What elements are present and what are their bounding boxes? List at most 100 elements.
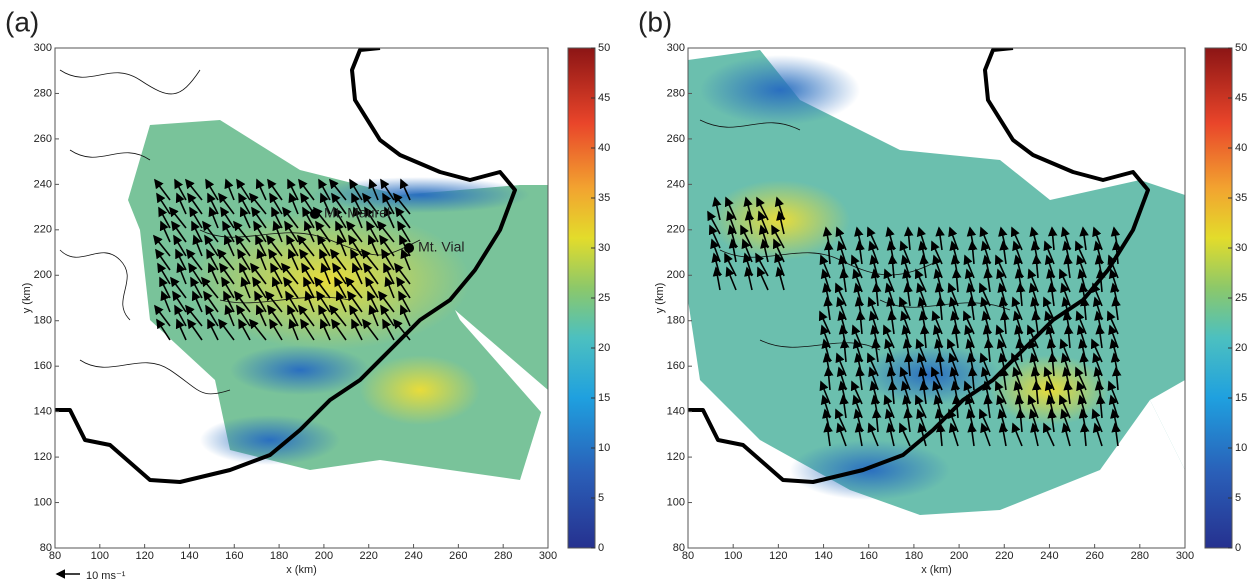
- wind-arrow: [1079, 352, 1089, 377]
- wind-arrow: [319, 318, 331, 341]
- wind-arrow: [839, 394, 849, 419]
- wind-arrow: [349, 304, 363, 327]
- wind-arrow: [1079, 296, 1090, 321]
- wind-arrow: [999, 366, 1009, 391]
- wind-arrow: [393, 318, 411, 341]
- wind-arrow: [839, 268, 849, 293]
- wind-arrow: [288, 192, 299, 215]
- colorbar-tick-label: 15: [598, 392, 610, 404]
- colorbar-tick-label: 20: [598, 342, 610, 354]
- wind-arrow: [220, 206, 235, 229]
- colorbar-tick-label: 10: [1235, 442, 1247, 454]
- y-axis-label: y (km): [654, 283, 666, 314]
- field-a: [55, 48, 548, 484]
- wind-arrow: [886, 422, 896, 447]
- wind-arrow: [983, 338, 994, 363]
- colorbar-tick-label: 0: [1235, 542, 1241, 554]
- wind-arrow: [999, 240, 1009, 265]
- wind-arrow: [903, 352, 914, 377]
- wind-arrow: [208, 206, 219, 229]
- x-tick-label: 140: [814, 550, 832, 562]
- wind-arrow: [983, 394, 993, 419]
- wind-arrow: [298, 304, 315, 327]
- wind-arrow: [288, 318, 299, 341]
- wind-arrow: [329, 304, 347, 327]
- wind-arrow: [935, 226, 945, 251]
- colorbar: [567, 47, 596, 549]
- wind-arrow: [154, 304, 171, 327]
- wind-arrow: [217, 248, 235, 271]
- colorbar-tick-label: 0: [598, 542, 604, 554]
- wind-arrow: [364, 206, 379, 229]
- wind-arrow: [382, 318, 395, 341]
- wind-arrow: [187, 318, 203, 341]
- x-tick-label: 300: [1176, 550, 1194, 562]
- y-tick-label: 200: [34, 269, 52, 281]
- wind-arrow: [159, 220, 171, 243]
- wind-arrow: [249, 192, 267, 215]
- wind-arrow: [395, 206, 411, 229]
- y-tick-label: 100: [34, 496, 52, 508]
- wind-arrow: [967, 296, 977, 321]
- wind-arrow: [176, 262, 187, 285]
- wind-arrow: [335, 290, 347, 313]
- x-tick-label: 280: [494, 550, 512, 562]
- x-tick-label: 80: [49, 550, 61, 562]
- y-tick-label: 160: [34, 360, 52, 372]
- wind-arrow: [331, 192, 347, 215]
- x-tick-label: 240: [1040, 550, 1058, 562]
- wind-arrow: [760, 238, 770, 263]
- y-tick-label: 120: [667, 451, 685, 463]
- wind-arrow: [867, 422, 879, 447]
- wind-arrow: [332, 262, 347, 285]
- wind-arrow: [823, 366, 834, 391]
- wind-arrow: [383, 206, 395, 229]
- wind-arrow: [399, 304, 411, 327]
- colorbar-tick-label: 5: [598, 492, 604, 504]
- wind-arrow: [744, 210, 755, 235]
- wind-arrow: [253, 220, 267, 243]
- wind-arrow: [224, 304, 235, 327]
- y-tick-label: 100: [667, 496, 685, 508]
- wind-arrow: [319, 192, 331, 215]
- colorbar-tick-label: 35: [1235, 192, 1247, 204]
- wind-arrow: [188, 262, 203, 285]
- wind-arrow: [871, 282, 882, 307]
- wind-arrow: [967, 422, 977, 447]
- wind-arrow: [948, 422, 959, 447]
- wind-arrow: [186, 248, 203, 271]
- colorbar-tick-label: 40: [1235, 142, 1247, 154]
- x-axis-label: x (km): [286, 564, 317, 576]
- wind-arrow: [170, 276, 187, 299]
- wind-arrow: [207, 318, 219, 341]
- wind-arrow: [317, 234, 331, 257]
- wind-arrow: [156, 318, 171, 341]
- wind-arrow: [367, 234, 379, 257]
- wind-arrow: [221, 276, 235, 299]
- wind-arrow: [917, 422, 927, 447]
- wind-arrow: [298, 178, 315, 201]
- wind-arrow: [169, 206, 187, 229]
- wind-arrow: [329, 178, 347, 201]
- wind-arrow: [223, 234, 235, 257]
- wind-arrow: [218, 192, 235, 215]
- wind-arrow: [345, 276, 363, 299]
- panel-label: (a): [5, 6, 39, 37]
- wind-arrow: [1031, 310, 1041, 335]
- wind-arrow: [1015, 282, 1026, 307]
- wind-arrow: [240, 276, 251, 299]
- wind-arrow: [301, 262, 315, 285]
- x-tick-label: 300: [539, 550, 557, 562]
- wind-arrow: [1030, 422, 1040, 447]
- wind-arrow: [1063, 254, 1073, 279]
- y-tick-label: 220: [34, 224, 52, 236]
- wind-arrow: [300, 318, 315, 341]
- colorbar-tick-label: 40: [598, 142, 610, 154]
- wind-arrow: [287, 248, 299, 271]
- colorbar-tick-label: 45: [598, 92, 610, 104]
- wind-arrow: [378, 290, 395, 313]
- wind-arrow: [775, 266, 785, 291]
- plot-frame: [54, 47, 549, 549]
- wind-arrow: [393, 192, 411, 215]
